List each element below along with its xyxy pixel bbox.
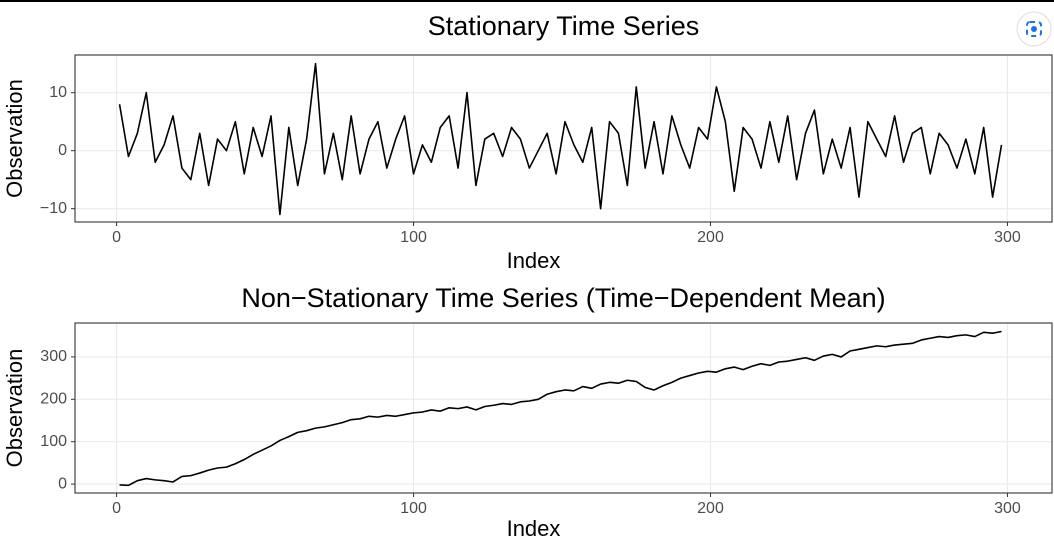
series-line bbox=[119, 330, 1002, 487]
x-tick-label: 0 bbox=[112, 229, 121, 246]
x-tick-label: 0 bbox=[112, 500, 121, 517]
panel-border bbox=[74, 54, 1053, 223]
icon-frame[interactable] bbox=[1026, 21, 1042, 37]
x-tick-label: 200 bbox=[697, 500, 724, 517]
y-tick-label: 100 bbox=[40, 433, 67, 450]
x-tick-label: 200 bbox=[697, 229, 724, 246]
x-tick-label: 100 bbox=[400, 500, 427, 517]
x-axis-label: Index bbox=[507, 516, 561, 541]
x-tick-label: 100 bbox=[400, 229, 427, 246]
series-line bbox=[118, 62, 1003, 216]
x-tick-label: 300 bbox=[994, 229, 1021, 246]
x-tick-label: 300 bbox=[994, 500, 1021, 517]
plot-panel bbox=[75, 323, 1052, 493]
lens-icon[interactable] bbox=[1016, 11, 1052, 47]
plot-panel bbox=[75, 55, 1052, 222]
chart-title: Non−Stationary Time Series (Time−Depende… bbox=[241, 283, 885, 313]
panel-border bbox=[74, 322, 1053, 494]
y-tick-label: 300 bbox=[40, 348, 67, 365]
icon-dot[interactable] bbox=[1031, 26, 1037, 32]
y-tick-label: −10 bbox=[40, 200, 67, 217]
y-tick-label: 0 bbox=[58, 475, 67, 492]
y-tick-label: 200 bbox=[40, 391, 67, 408]
y-tick-label: 10 bbox=[49, 84, 67, 101]
y-axis-label: Observation bbox=[2, 349, 27, 468]
chart-title: Stationary Time Series bbox=[428, 11, 700, 41]
y-tick-label: 0 bbox=[58, 142, 67, 159]
x-axis-label: Index bbox=[507, 248, 561, 273]
y-axis-label: Observation bbox=[2, 79, 27, 198]
